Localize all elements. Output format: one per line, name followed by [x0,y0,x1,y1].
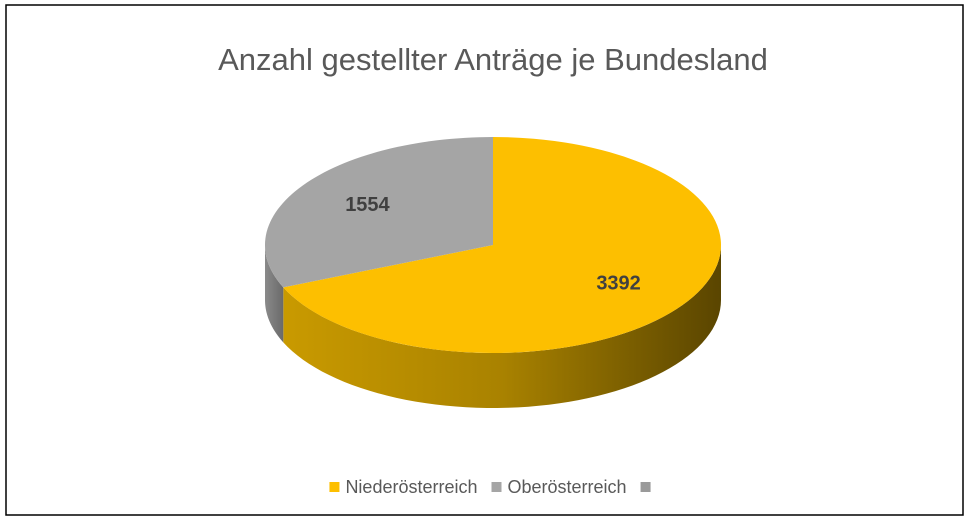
legend-label: Niederösterreich [345,477,477,497]
legend-label: Oberösterreich [508,477,627,497]
slice [264,137,493,288]
legend-swatch [329,482,340,492]
slice-side [265,245,284,343]
legend-swatch [640,482,651,492]
data-label: 1554 [345,194,390,216]
slice-side [283,245,721,408]
legend-swatch [491,482,502,492]
chart-title: Anzahl gestellter Anträge je Bundesland [218,42,768,77]
data-label: 3392 [596,273,641,295]
slice [283,137,721,353]
legend: Niederösterreich Oberösterreich [329,477,651,497]
